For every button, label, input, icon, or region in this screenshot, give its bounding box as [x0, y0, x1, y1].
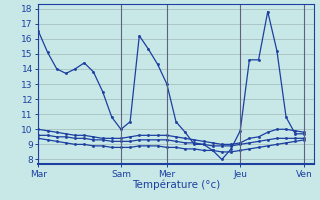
X-axis label: Température (°c): Température (°c)	[132, 180, 220, 190]
